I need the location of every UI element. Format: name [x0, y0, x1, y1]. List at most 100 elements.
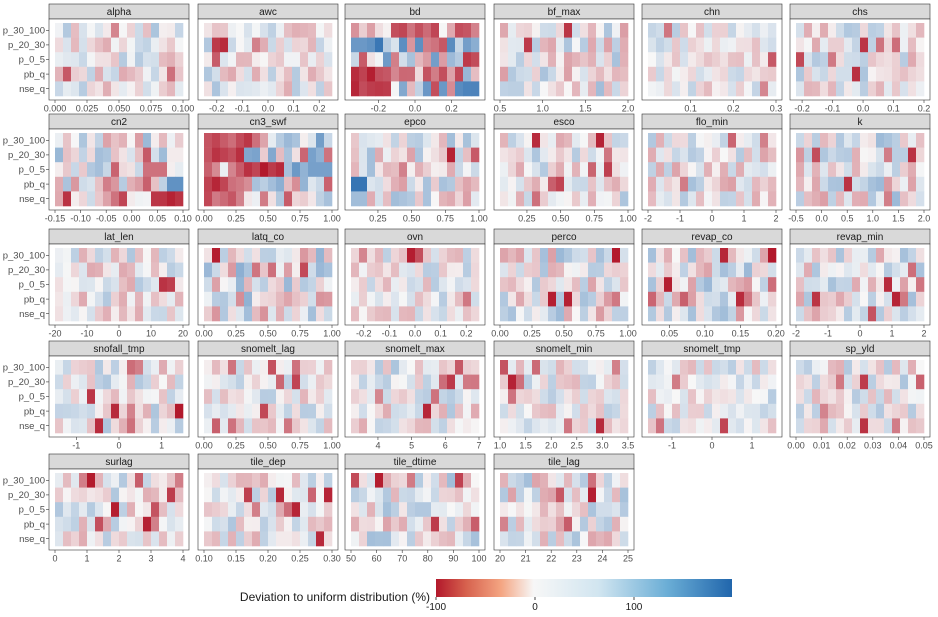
- heatmap-cell: [908, 133, 917, 148]
- heatmap-cell: [455, 473, 464, 488]
- heatmap-cell: [204, 531, 213, 547]
- heatmap-cell: [892, 147, 901, 163]
- heatmap-cell: [540, 147, 549, 163]
- heatmap-cell: [87, 147, 96, 163]
- heatmap-cell: [908, 23, 917, 38]
- heatmap-cell: [175, 531, 184, 547]
- heatmap-cell: [300, 291, 309, 307]
- heatmap-cell: [868, 52, 877, 68]
- heatmap-cell: [540, 531, 549, 547]
- heatmap-cell: [680, 418, 689, 434]
- heatmap-cell: [167, 531, 176, 547]
- heatmap-cell: [431, 262, 440, 278]
- heatmap-cell: [260, 516, 269, 532]
- heatmap-cell: [580, 374, 589, 390]
- heatmap-cell: [868, 403, 877, 419]
- panel-cn2: cn2-0.15 -0.10 -0.05 0.00 0.05 0.10p_30_100p_…: [3, 113, 192, 224]
- heatmap-cell: [500, 277, 509, 293]
- heatmap-cell: [308, 176, 317, 192]
- heatmap-cell: [252, 191, 261, 207]
- heatmap-cell: [300, 360, 309, 375]
- heatmap-cell: [236, 389, 245, 405]
- heatmap-cell: [260, 487, 269, 503]
- heatmap-cell: [564, 389, 573, 405]
- heatmap-cell: [439, 262, 448, 278]
- heatmap-cell: [540, 23, 549, 38]
- heatmap-cell: [79, 147, 88, 163]
- heatmap-cell: [63, 306, 72, 322]
- heatmap-cell: [580, 37, 589, 53]
- heatmap-cell: [268, 291, 277, 307]
- heatmap-cell: [884, 403, 893, 419]
- heatmap-cell: [79, 502, 88, 518]
- heatmap-cell: [87, 66, 96, 82]
- heatmap-cell: [688, 191, 697, 207]
- heatmap-cell: [804, 191, 813, 207]
- heatmap-cell: [892, 389, 901, 405]
- heatmap-cell: [524, 389, 533, 405]
- heatmap-cell: [316, 147, 325, 163]
- heatmap-cell: [868, 191, 877, 207]
- heatmap-cell: [143, 502, 152, 518]
- heatmap-cell: [588, 360, 597, 375]
- heatmap-cell: [728, 291, 737, 307]
- heatmap-cell: [375, 502, 384, 518]
- heatmap-cell: [292, 403, 301, 419]
- heatmap-cell: [359, 133, 368, 148]
- heatmap-cell: [367, 133, 376, 148]
- heatmap-cell: [399, 81, 408, 97]
- heatmap-cell: [812, 306, 821, 322]
- heatmap-cell: [916, 248, 925, 263]
- heatmap-cell: [588, 516, 597, 532]
- heatmap-cell: [672, 248, 681, 263]
- heatmap-cell: [892, 360, 901, 375]
- heatmap-cell: [367, 516, 376, 532]
- heatmap-cell: [524, 37, 533, 53]
- heatmap-cell: [588, 389, 597, 405]
- heatmap-cell: [300, 502, 309, 518]
- heatmap-cell: [648, 66, 657, 82]
- heatmap-cell: [804, 374, 813, 390]
- heatmap-cell: [463, 473, 472, 488]
- heatmap-cell: [71, 516, 80, 532]
- heatmap-cell: [463, 502, 472, 518]
- heatmap-cell: [167, 191, 176, 207]
- heatmap-cell: [135, 502, 144, 518]
- heatmap-cell: [664, 66, 673, 82]
- x-tick-label: 1.0: [494, 441, 507, 451]
- heatmap-cell: [79, 389, 88, 405]
- heatmap-cell: [119, 162, 128, 178]
- heatmap-cell: [860, 277, 869, 293]
- heatmap-cell: [728, 360, 737, 375]
- heatmap-cell: [228, 176, 237, 192]
- y-tick-label: nse_q: [19, 309, 45, 320]
- heatmap-cell: [648, 403, 657, 419]
- heatmap-cell: [828, 306, 837, 322]
- heatmap-cell: [532, 162, 541, 178]
- heatmap-cell: [367, 66, 376, 82]
- heatmap-cell: [524, 277, 533, 293]
- heatmap-cell: [103, 403, 112, 419]
- heatmap-cell: [212, 191, 221, 207]
- panel-title: chs: [852, 7, 868, 18]
- heatmap-cell: [383, 403, 392, 419]
- heatmap-cell: [375, 531, 384, 547]
- heatmap-cell: [704, 360, 713, 375]
- heatmap-cell: [884, 291, 893, 307]
- heatmap-cell: [383, 473, 392, 488]
- heatmap-cell: [916, 277, 925, 293]
- heatmap-cell: [500, 176, 509, 192]
- heatmap-cell: [900, 262, 909, 278]
- heatmap-cell: [500, 147, 509, 163]
- heatmap-cell: [916, 360, 925, 375]
- heatmap-cell: [704, 162, 713, 178]
- panel-title: tile_dep: [250, 457, 285, 468]
- heatmap-cell: [768, 248, 777, 263]
- heatmap-cell: [860, 418, 869, 434]
- heatmap-cell: [439, 531, 448, 547]
- heatmap-cell: [736, 162, 745, 178]
- heatmap-cell: [868, 147, 877, 163]
- heatmap-cell: [844, 191, 853, 207]
- x-tick-label: -1: [676, 214, 684, 224]
